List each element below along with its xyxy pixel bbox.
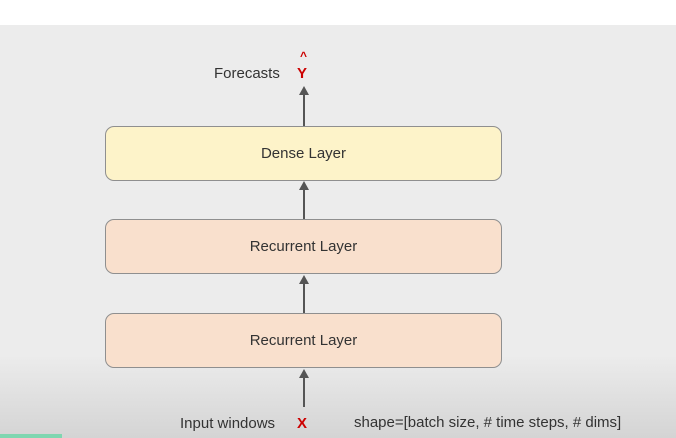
input-windows-label: Input windows bbox=[180, 415, 276, 432]
y-hat-symbol: ^ bbox=[300, 49, 308, 63]
arrowhead-rec1 bbox=[299, 275, 309, 284]
arrowhead-output bbox=[299, 86, 309, 95]
recurrent-layer-box-upper: Recurrent Layer bbox=[105, 219, 502, 274]
dense-layer-label: Dense Layer bbox=[260, 145, 347, 162]
forecasts-label: Forecasts bbox=[214, 65, 280, 82]
recurrent-layer-label-upper: Recurrent Layer bbox=[249, 238, 358, 255]
arrowhead-dense bbox=[299, 181, 309, 190]
arrowhead-rec2 bbox=[299, 369, 309, 378]
input-shape-label: shape=[batch size, # time steps, # dims] bbox=[354, 414, 622, 431]
input-variable-x: X bbox=[297, 415, 308, 432]
recurrent-layer-label-lower: Recurrent Layer bbox=[249, 332, 358, 349]
bottom-accent-bar bbox=[0, 434, 62, 438]
recurrent-layer-box-lower: Recurrent Layer bbox=[105, 313, 502, 368]
top-band bbox=[0, 0, 676, 25]
output-variable-y: Y bbox=[297, 65, 308, 82]
dense-layer-box: Dense Layer bbox=[105, 126, 502, 181]
